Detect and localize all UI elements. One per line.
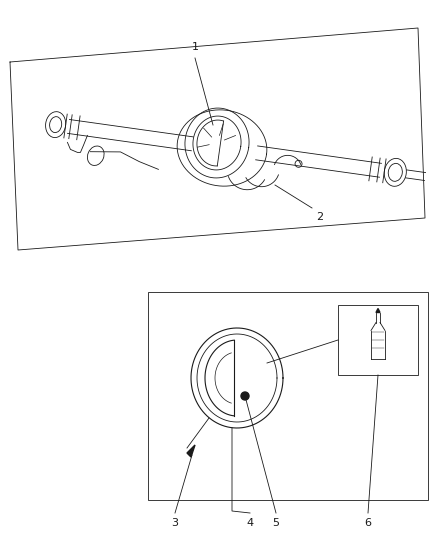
Bar (338, 305, 418, 375)
Polygon shape (376, 309, 380, 312)
Text: 5: 5 (272, 518, 279, 528)
Text: 4: 4 (247, 518, 254, 528)
Text: 3: 3 (172, 518, 179, 528)
Circle shape (241, 392, 249, 400)
Text: 1: 1 (191, 42, 198, 52)
Text: 2: 2 (316, 212, 323, 222)
Bar (148, 292, 428, 500)
Polygon shape (187, 445, 195, 457)
Text: 6: 6 (364, 518, 371, 528)
